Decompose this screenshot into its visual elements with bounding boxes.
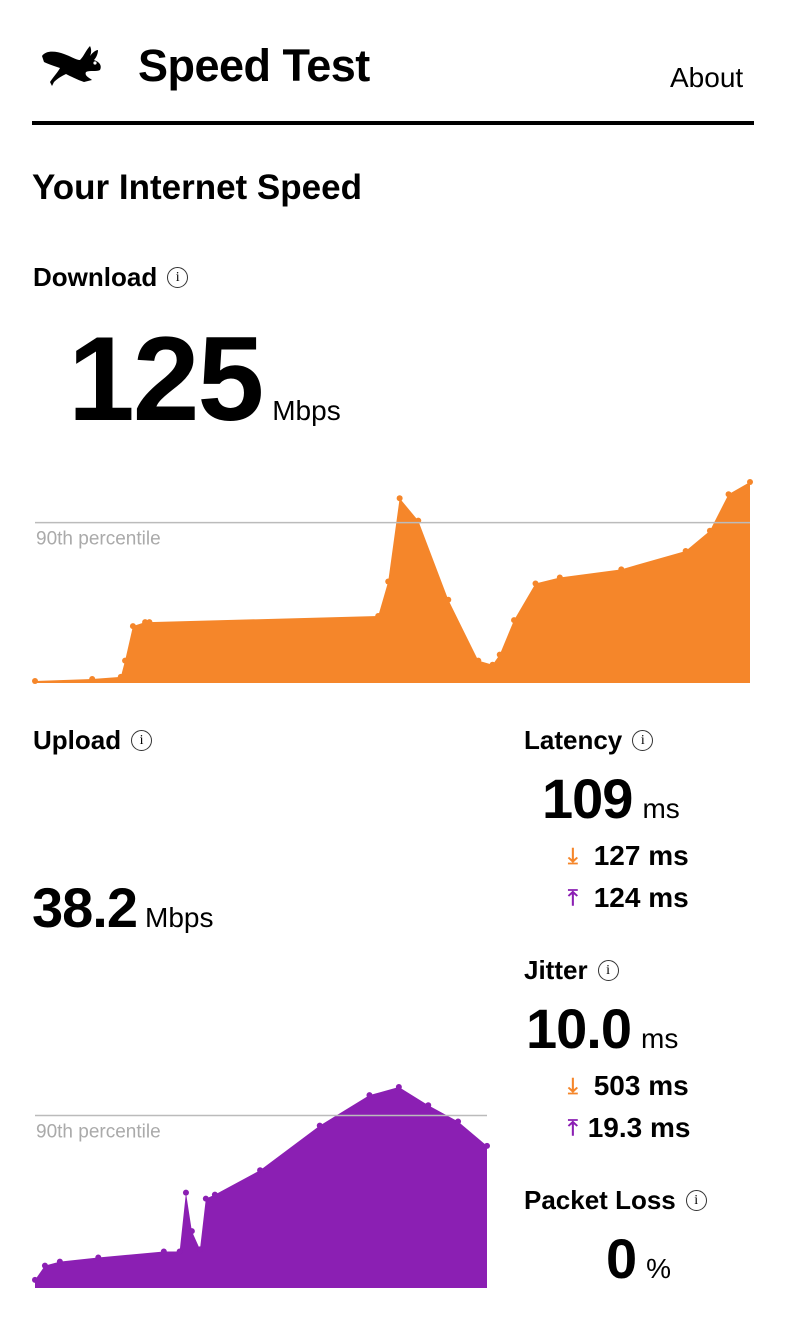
latency-value: 109 bbox=[542, 767, 633, 830]
packet-loss-unit: % bbox=[646, 1253, 672, 1284]
packet-loss-value: 0 bbox=[606, 1227, 637, 1290]
percentile-label: 90th percentile bbox=[36, 529, 161, 550]
download-icon: ⤓ bbox=[568, 1073, 578, 1098]
download-point bbox=[489, 661, 496, 668]
download-area bbox=[35, 482, 750, 683]
app-title: Speed Test bbox=[138, 40, 370, 91]
download-point bbox=[475, 657, 482, 664]
download-point bbox=[682, 548, 689, 555]
download-point bbox=[117, 673, 124, 680]
header-divider bbox=[32, 121, 754, 125]
upload-area bbox=[35, 1087, 487, 1288]
download-chart: 90th percentile bbox=[32, 479, 753, 684]
info-icon[interactable]: i bbox=[597, 960, 619, 981]
download-point bbox=[747, 479, 753, 486]
upload-point bbox=[176, 1248, 183, 1255]
download-point bbox=[142, 619, 149, 626]
info-icon[interactable]: i bbox=[632, 730, 654, 751]
jitter-download-value: 503 ms bbox=[593, 1070, 689, 1101]
upload-point bbox=[182, 1189, 189, 1196]
jitter-download: ⤓ 503 ms bbox=[568, 1070, 689, 1102]
download-point bbox=[375, 613, 382, 620]
latency-result: 109 ms bbox=[542, 766, 680, 831]
jitter-result: 10.0 ms bbox=[526, 996, 678, 1061]
upload-icon: ⤒ bbox=[568, 1115, 578, 1140]
latency-label: Latency i bbox=[524, 725, 654, 756]
download-point bbox=[556, 574, 563, 581]
upload-point bbox=[455, 1118, 462, 1125]
download-point bbox=[725, 491, 732, 498]
download-point bbox=[532, 580, 539, 587]
packet-loss-label: Packet Loss i bbox=[524, 1185, 707, 1216]
percentile-label: 90th percentile bbox=[36, 1121, 161, 1142]
download-point bbox=[445, 596, 452, 603]
upload-unit: Mbps bbox=[145, 902, 214, 933]
jitter-upload: ⤒ 19.3 ms bbox=[568, 1112, 690, 1144]
upload-label-text: Upload bbox=[33, 725, 122, 755]
latency-unit: ms bbox=[642, 793, 680, 824]
upload-point bbox=[160, 1248, 167, 1255]
download-point bbox=[89, 675, 96, 682]
jitter-upload-value: 19.3 ms bbox=[587, 1112, 691, 1143]
latency-download: ⤓ 127 ms bbox=[568, 840, 689, 872]
upload-result: 38.2 Mbps bbox=[32, 875, 213, 940]
upload-point bbox=[188, 1228, 195, 1235]
download-point bbox=[32, 677, 38, 684]
info-icon[interactable]: i bbox=[131, 730, 153, 751]
download-point bbox=[618, 566, 625, 573]
upload-point bbox=[95, 1254, 102, 1261]
running-rabbit-icon bbox=[42, 46, 101, 86]
download-icon: ⤓ bbox=[568, 843, 578, 868]
download-point bbox=[496, 651, 503, 658]
download-point bbox=[511, 617, 518, 624]
download-point bbox=[122, 657, 129, 664]
upload-value: 38.2 bbox=[32, 876, 138, 939]
upload-point bbox=[41, 1262, 48, 1269]
jitter-label: Jitter i bbox=[524, 955, 619, 986]
about-link[interactable]: About bbox=[670, 62, 744, 93]
download-point bbox=[396, 495, 403, 502]
upload-point bbox=[395, 1084, 402, 1091]
jitter-unit: ms bbox=[641, 1023, 679, 1054]
upload-point bbox=[484, 1142, 490, 1149]
info-icon[interactable]: i bbox=[685, 1190, 707, 1211]
download-point bbox=[385, 578, 392, 585]
info-icon[interactable]: i bbox=[167, 267, 189, 288]
upload-point bbox=[425, 1102, 432, 1109]
latency-download-value: 127 ms bbox=[593, 840, 689, 871]
upload-point bbox=[211, 1191, 218, 1198]
upload-point bbox=[196, 1246, 203, 1253]
packet-loss-result: 0 % bbox=[606, 1226, 671, 1291]
download-result: 125 Mbps bbox=[68, 310, 341, 448]
jitter-value: 10.0 bbox=[526, 997, 632, 1060]
download-point bbox=[129, 623, 136, 630]
upload-point bbox=[32, 1276, 38, 1283]
upload-chart: 90th percentile bbox=[32, 1084, 490, 1288]
download-label: Download i bbox=[33, 262, 189, 293]
upload-point bbox=[257, 1167, 264, 1174]
upload-point bbox=[56, 1258, 63, 1265]
upload-point bbox=[366, 1092, 373, 1099]
upload-label: Upload i bbox=[33, 725, 153, 756]
latency-upload: ⤒ 124 ms bbox=[568, 882, 689, 914]
page-heading: Your Internet Speed bbox=[32, 168, 362, 207]
upload-point bbox=[202, 1195, 209, 1202]
latency-label-text: Latency bbox=[524, 725, 623, 755]
upload-icon: ⤒ bbox=[568, 885, 578, 910]
download-value: 125 bbox=[68, 312, 264, 446]
download-point bbox=[146, 619, 153, 626]
download-point bbox=[706, 527, 713, 534]
jitter-label-text: Jitter bbox=[524, 955, 588, 985]
download-label-text: Download bbox=[33, 262, 158, 292]
packet-loss-label-text: Packet Loss bbox=[524, 1185, 676, 1215]
download-unit: Mbps bbox=[272, 395, 341, 426]
latency-upload-value: 124 ms bbox=[593, 882, 689, 913]
upload-point bbox=[316, 1122, 323, 1129]
